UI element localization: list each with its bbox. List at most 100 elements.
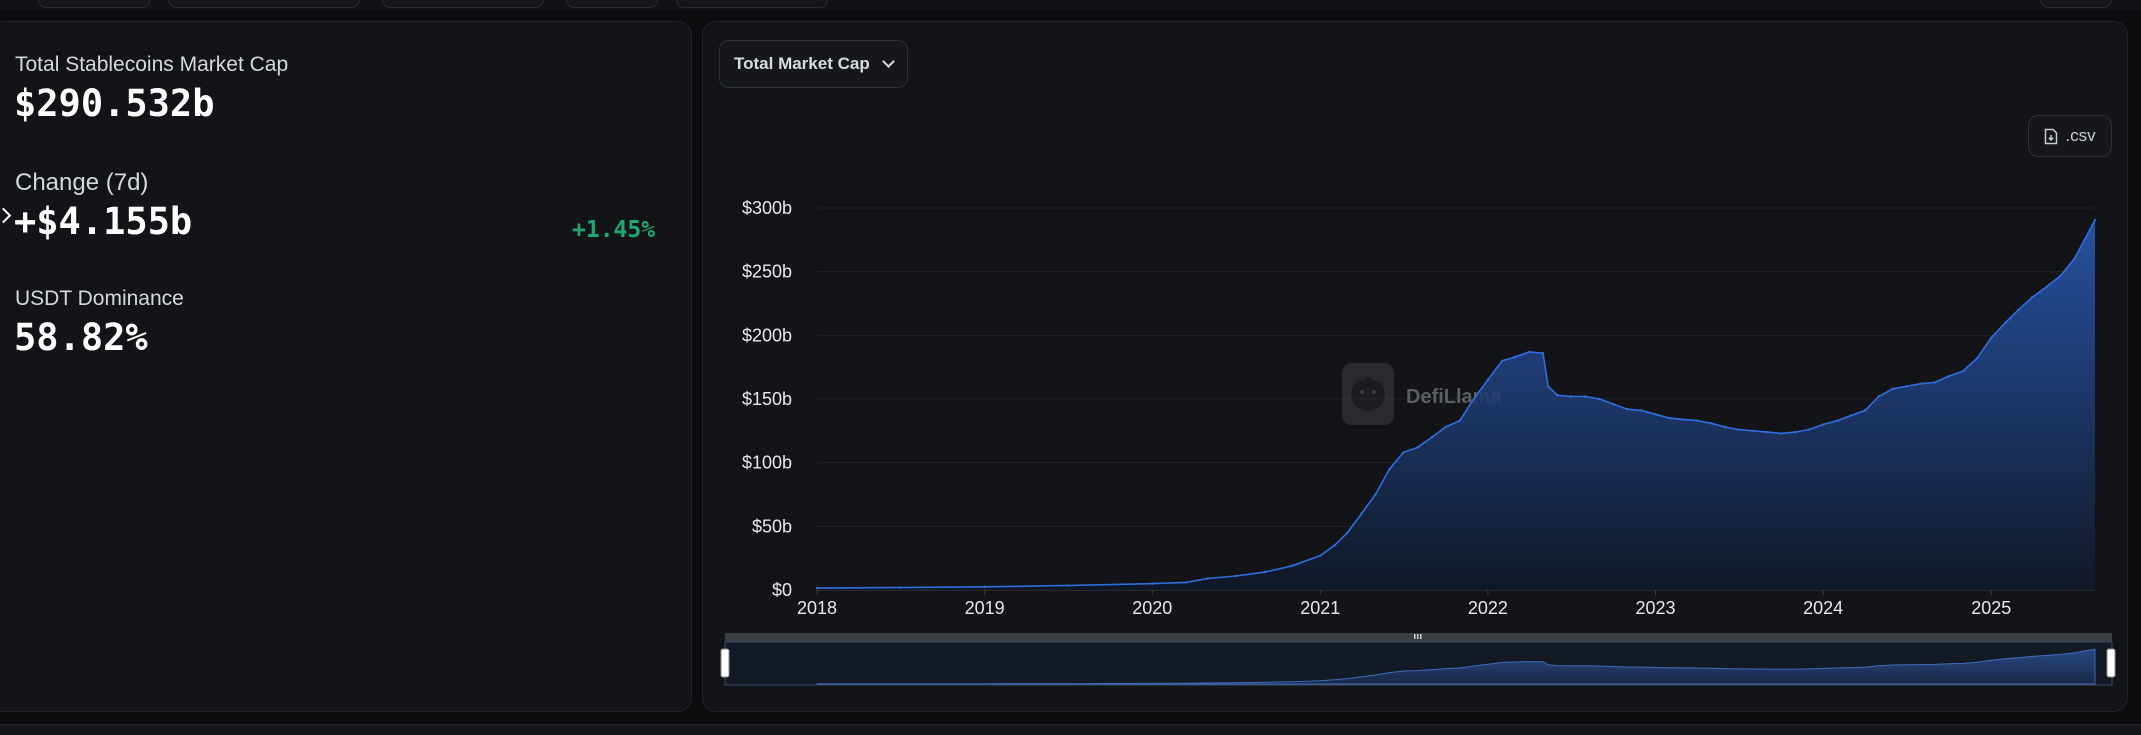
data-point <box>1584 395 1587 398</box>
data-point <box>1821 423 1825 426</box>
x-tick-label: 2025 <box>1971 598 2011 618</box>
data-point <box>1501 359 1504 362</box>
x-tick-label: 2021 <box>1300 598 1340 618</box>
download-file-icon <box>2045 128 2058 144</box>
data-point <box>1975 357 1979 360</box>
range-handle-icon[interactable] <box>720 648 730 678</box>
data-point <box>1569 395 1573 398</box>
change-value: +$4.155b <box>14 200 193 243</box>
x-tick-label: 2019 <box>965 598 1005 618</box>
data-point <box>1654 413 1657 416</box>
data-point <box>1626 408 1629 411</box>
data-point <box>1472 397 1475 401</box>
csv-download-button[interactable]: .csv <box>2028 115 2112 157</box>
range-grip-icon[interactable] <box>1414 634 1422 639</box>
data-point <box>1486 378 1490 382</box>
data-point <box>1066 584 1069 587</box>
data-point <box>2031 295 2034 299</box>
data-point <box>1737 428 1740 431</box>
data-point <box>1765 430 1769 434</box>
data-point <box>1709 422 1712 425</box>
data-point <box>2059 274 2062 277</box>
y-tick-label: $200b <box>742 325 792 345</box>
data-point <box>2045 285 2048 289</box>
data-point <box>1151 582 1154 585</box>
data-point <box>1962 369 1965 373</box>
llama-logo-icon <box>1342 363 1394 425</box>
range-slider-preview <box>816 648 2096 685</box>
data-point <box>1877 395 1880 398</box>
data-point <box>1458 419 1462 422</box>
data-point <box>1556 394 1559 397</box>
dominance-label: USDT Dominance <box>15 287 184 310</box>
data-point <box>1234 574 1238 578</box>
data-point <box>1185 581 1188 584</box>
y-tick-label: $0 <box>772 580 792 600</box>
data-point <box>2017 308 2020 312</box>
data-point <box>2073 257 2076 261</box>
data-point <box>1263 571 1266 574</box>
data-point <box>898 586 902 589</box>
data-point <box>1891 387 1895 390</box>
x-tick-label: 2023 <box>1636 598 1676 618</box>
data-point <box>1836 419 1839 422</box>
data-point <box>983 585 986 588</box>
y-tick-label: $50b <box>752 516 792 536</box>
data-point <box>1934 381 1937 384</box>
data-point <box>1319 554 1322 557</box>
data-point <box>1668 416 1672 420</box>
series-area <box>817 220 2095 590</box>
data-point <box>1374 493 1377 496</box>
data-point <box>1546 385 1550 388</box>
data-point <box>1695 419 1699 422</box>
data-point <box>1513 355 1517 359</box>
data-point <box>1291 564 1294 567</box>
x-tick-label: 2020 <box>1132 598 1172 618</box>
data-point <box>1528 350 1531 354</box>
data-point <box>1779 432 1783 435</box>
data-point <box>815 586 819 590</box>
data-point <box>1388 467 1391 471</box>
data-point <box>1905 385 1908 388</box>
y-tick-label: $250b <box>742 262 792 282</box>
data-point <box>1990 336 1993 340</box>
top-toolbar-strip <box>0 0 2141 10</box>
change-percent-badge: +1.45% <box>572 217 656 243</box>
y-tick-label: $300b <box>742 198 792 218</box>
dominance-value: 58.82% <box>14 316 148 359</box>
data-point <box>1346 531 1349 534</box>
data-point <box>1541 352 1545 355</box>
market-cap-label: Total Stablecoins Market Cap <box>15 53 289 76</box>
data-point <box>1681 418 1684 421</box>
market-cap-value: $290.532b <box>14 82 215 125</box>
data-point <box>1430 436 1434 439</box>
csv-label: .csv <box>2065 126 2096 145</box>
y-tick-label: $150b <box>742 389 792 409</box>
x-tick-label: 2018 <box>797 598 837 618</box>
metric-select[interactable]: Total Market Cap <box>719 40 908 88</box>
data-point <box>1333 544 1336 547</box>
change-label: Change (7d) <box>15 169 149 196</box>
data-point <box>1807 428 1811 431</box>
data-point <box>1444 425 1447 429</box>
x-tick-label: 2022 <box>1468 598 1508 618</box>
chart-panel <box>702 21 2128 712</box>
data-point <box>1723 425 1727 429</box>
data-point <box>1947 374 1951 378</box>
y-tick-label: $100b <box>742 453 792 473</box>
data-point <box>1402 451 1405 454</box>
data-point <box>1863 409 1867 412</box>
data-point <box>1598 397 1601 401</box>
x-tick-label: 2024 <box>1803 598 1843 618</box>
data-point <box>2004 321 2007 324</box>
data-point <box>1206 577 1210 580</box>
data-point <box>1793 430 1797 434</box>
stats-panel <box>0 21 692 712</box>
metric-select-label: Total Market Cap <box>734 54 870 73</box>
range-handle-icon[interactable] <box>2106 648 2116 678</box>
data-point <box>1416 446 1419 449</box>
data-point <box>1612 402 1615 406</box>
bottom-strip <box>0 724 2141 735</box>
data-point <box>1849 414 1852 417</box>
